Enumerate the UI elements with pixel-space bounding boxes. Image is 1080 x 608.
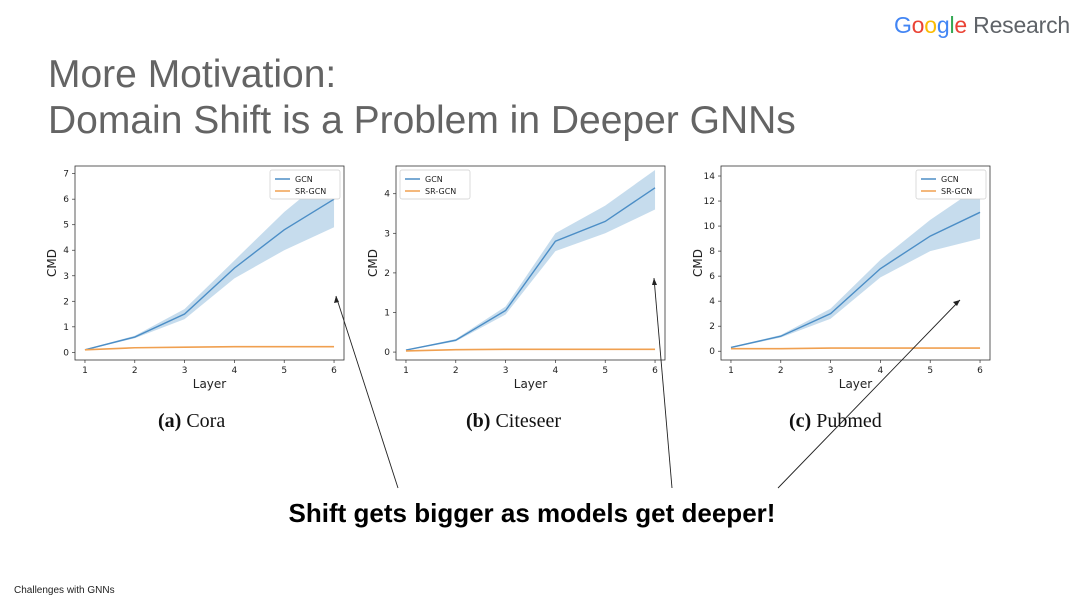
caption-cora: (a) Cora (158, 410, 225, 433)
x-tick-label: 5 (602, 366, 608, 376)
y-tick-label: 0 (63, 348, 69, 358)
legend-sr-gcn-label: SR-GCN (941, 187, 972, 196)
caption-citeseer-prefix: (b) (466, 410, 491, 432)
gcn-line (730, 211, 981, 349)
y-tick-label: 14 (704, 172, 716, 182)
google-research-logo: Google Research (893, 12, 1070, 38)
x-axis-label: Layer (193, 377, 227, 391)
y-tick-label: 4 (63, 246, 69, 256)
legend-gcn-label: GCN (425, 175, 443, 184)
caption-pubmed: (c) Pubmed (789, 410, 882, 433)
slide-title: More Motivation: Domain Shift is a Probl… (48, 52, 796, 144)
y-tick-label: 0 (709, 347, 715, 357)
y-tick-label: 4 (709, 297, 715, 307)
sr-gcn-line (730, 347, 981, 350)
chart-citeseer: 1 2 3 4 5 6 0 1 2 3 4 Layer CMD GCN SR-GCN (365, 158, 670, 401)
x-tick-label: 1 (82, 366, 88, 376)
x-tick-label: 3 (182, 366, 188, 376)
y-axis-label: CMD (691, 249, 705, 277)
y-tick-label: 0 (384, 348, 390, 358)
x-tick-label: 5 (927, 366, 933, 376)
chart-pubmed: 1 2 3 4 5 6 0 2 4 6 8 10 12 14 Layer CMD GCN SR-GCN (690, 158, 995, 401)
y-tick-label: 2 (709, 322, 715, 332)
legend-sr-gcn-label: SR-GCN (425, 187, 456, 196)
x-tick-label: 4 (232, 366, 238, 376)
chart-cora-svg: 1 2 3 4 5 6 0 1 2 3 4 5 6 7 Layer CMD GCN SR-GCN (45, 165, 345, 391)
caption-citeseer-name: Citeseer (495, 410, 561, 432)
caption-citeseer: (b) Citeseer (466, 410, 561, 433)
y-tick-label: 12 (704, 197, 715, 207)
caption-pubmed-name: Pubmed (816, 410, 882, 432)
x-tick-label: 3 (503, 366, 509, 376)
caption-pubmed-prefix: (c) (789, 410, 812, 432)
tagline: Shift gets bigger as models get deeper! (288, 498, 776, 528)
slide-title-line-1: More Motivation: (48, 53, 337, 96)
y-tick-label: 1 (63, 323, 69, 333)
y-tick-label: 2 (384, 269, 390, 279)
x-tick-label: 1 (728, 366, 734, 376)
x-tick-label: 2 (132, 366, 138, 376)
y-tick-label: 8 (709, 247, 715, 257)
gcn-line (405, 187, 656, 351)
legend-gcn-label: GCN (295, 175, 313, 184)
caption-cora-prefix: (a) (158, 410, 182, 432)
x-tick-label: 5 (281, 366, 287, 376)
y-axis-label: CMD (45, 249, 59, 277)
chart-cora: 1 2 3 4 5 6 0 1 2 3 4 5 6 7 Layer CMD GCN SR-GCN (44, 158, 349, 401)
x-axis-label: Layer (514, 377, 548, 391)
x-tick-label: 2 (778, 366, 784, 376)
x-tick-label: 2 (453, 366, 459, 376)
y-tick-label: 4 (384, 190, 390, 200)
footer-text: Challenges with GNNs (14, 585, 115, 596)
x-tick-label: 4 (878, 366, 884, 376)
x-tick-label: 3 (828, 366, 834, 376)
y-axis-label: CMD (366, 249, 380, 277)
x-tick-label: 6 (977, 366, 983, 376)
y-tick-label: 6 (63, 195, 69, 205)
y-tick-label: 10 (704, 222, 716, 232)
gcn-confidence-band (405, 169, 656, 351)
x-tick-label: 6 (331, 366, 337, 376)
x-tick-label: 1 (403, 366, 409, 376)
x-tick-label: 4 (553, 366, 559, 376)
caption-cora-name: Cora (186, 410, 226, 432)
y-tick-label: 1 (384, 308, 390, 318)
y-tick-label: 6 (709, 272, 715, 282)
legend-gcn-label: GCN (941, 175, 959, 184)
x-axis-label: Layer (839, 377, 873, 391)
slide-title-line-2: Domain Shift is a Problem in Deeper GNNs (48, 99, 796, 142)
sr-gcn-line (405, 348, 656, 352)
y-tick-label: 2 (63, 297, 69, 307)
legend-sr-gcn-label: SR-GCN (295, 187, 326, 196)
x-tick-label: 6 (652, 366, 658, 376)
sr-gcn-line (84, 345, 335, 351)
y-tick-label: 3 (384, 229, 390, 239)
y-tick-label: 5 (63, 221, 69, 231)
gcn-line (84, 198, 335, 351)
y-tick-label: 3 (63, 272, 69, 282)
y-tick-label: 7 (63, 170, 69, 180)
chart-citeseer-svg: 1 2 3 4 5 6 0 1 2 3 4 Layer CMD GCN SR-GCN (366, 165, 666, 391)
